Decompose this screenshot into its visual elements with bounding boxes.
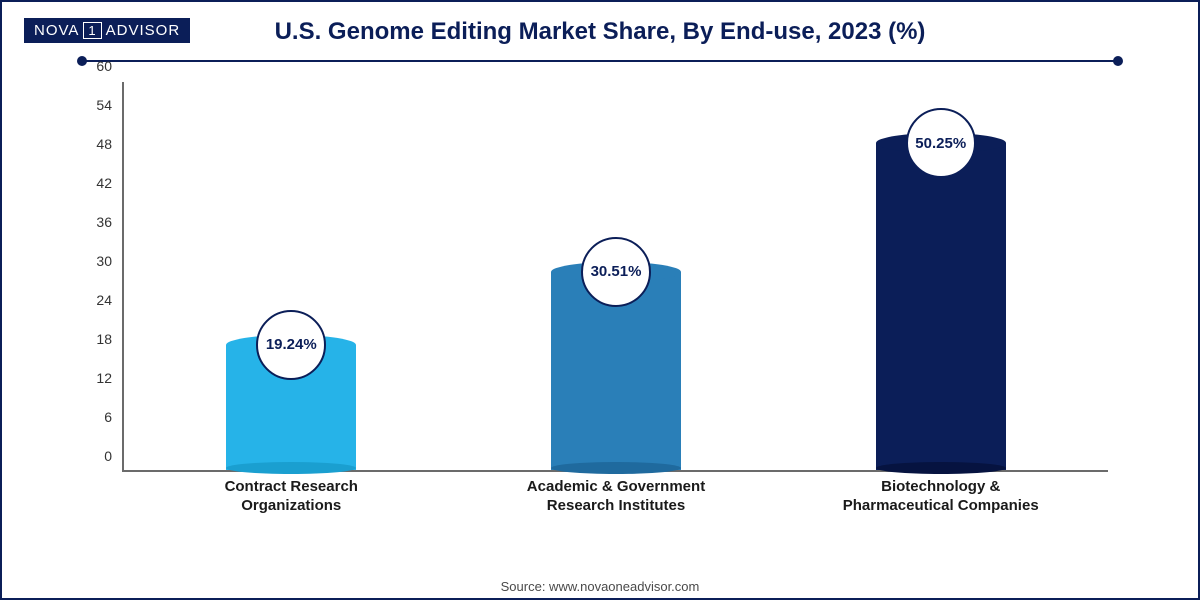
y-tick-label: 60	[96, 58, 112, 74]
y-tick-label: 54	[96, 97, 112, 113]
chart-area: 19.24%Contract ResearchOrganizations 30.5…	[122, 82, 1108, 512]
value-bubble: 30.51%	[581, 237, 651, 307]
logo-left: NOVA	[34, 22, 79, 39]
category-label: Academic & GovernmentResearch Institutes	[486, 470, 746, 516]
bar-group: 30.51%Academic & GovernmentResearch Inst…	[551, 272, 681, 470]
y-tick-label: 0	[104, 448, 112, 464]
source-prefix: Source:	[501, 579, 549, 594]
source-url: www.novaoneadvisor.com	[549, 579, 699, 594]
y-axis: 06121824303642485460	[114, 82, 122, 472]
y-tick-label: 30	[96, 253, 112, 269]
y-tick-label: 36	[96, 214, 112, 230]
bar: 19.24%	[226, 345, 356, 470]
bar: 30.51%	[551, 272, 681, 470]
logo-right: ADVISOR	[106, 22, 181, 39]
plot-region: 19.24%Contract ResearchOrganizations 30.5…	[122, 82, 1108, 472]
brand-logo: NOVA 1 ADVISOR	[24, 18, 190, 43]
bar-group: 19.24%Contract ResearchOrganizations	[226, 345, 356, 470]
bar: 50.25%	[876, 143, 1006, 470]
y-tick-label: 18	[96, 331, 112, 347]
value-bubble: 50.25%	[906, 108, 976, 178]
source-line: Source: www.novaoneadvisor.com	[501, 579, 700, 594]
y-tick-label: 12	[96, 370, 112, 386]
y-tick-label: 24	[96, 292, 112, 308]
chart-frame: NOVA 1 ADVISOR U.S. Genome Editing Marke…	[0, 0, 1200, 600]
y-tick-label: 42	[96, 175, 112, 191]
value-bubble: 19.24%	[256, 310, 326, 380]
y-tick-label: 6	[104, 409, 112, 425]
bar-group: 50.25%Biotechnology &Pharmaceutical Comp…	[876, 143, 1006, 470]
y-tick-label: 48	[96, 136, 112, 152]
logo-mid: 1	[83, 22, 101, 39]
category-label: Contract ResearchOrganizations	[161, 470, 421, 516]
title-divider	[82, 60, 1118, 62]
category-label: Biotechnology &Pharmaceutical Companies	[811, 470, 1071, 516]
